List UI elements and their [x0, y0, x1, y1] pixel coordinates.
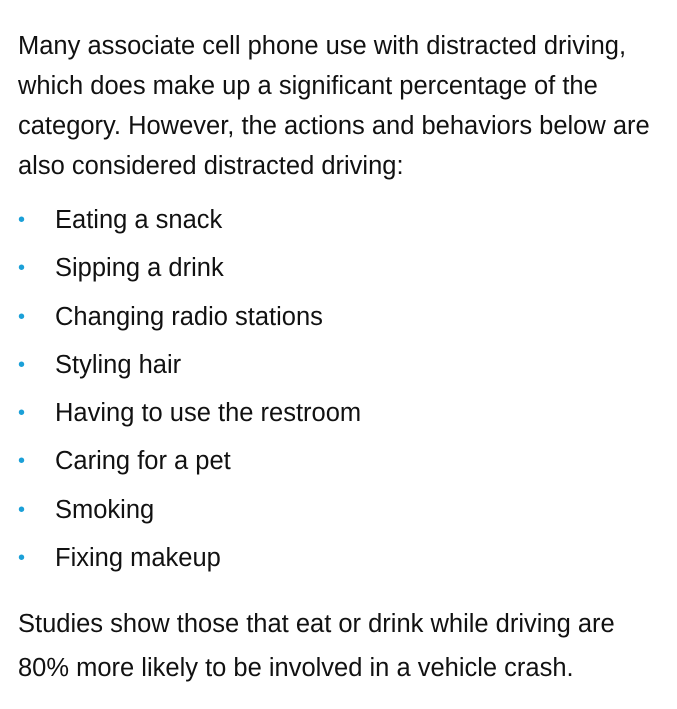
list-item: Fixing makeup: [18, 534, 361, 583]
list-item: Changing radio stations: [18, 293, 361, 342]
list-item: Smoking: [18, 486, 361, 535]
list-item: Having to use the restroom: [18, 389, 361, 438]
behavior-list: Eating a snackSipping a drinkChanging ra…: [18, 196, 361, 583]
list-item: Caring for a pet: [18, 437, 361, 486]
list-item: Eating a snack: [18, 196, 361, 245]
intro-paragraph: Many associate cell phone use with distr…: [18, 32, 650, 180]
list-item: Styling hair: [18, 341, 361, 390]
list-item: Sipping a drink: [18, 244, 361, 293]
closing-paragraph: Studies show those that eat or drink whi…: [18, 610, 615, 682]
